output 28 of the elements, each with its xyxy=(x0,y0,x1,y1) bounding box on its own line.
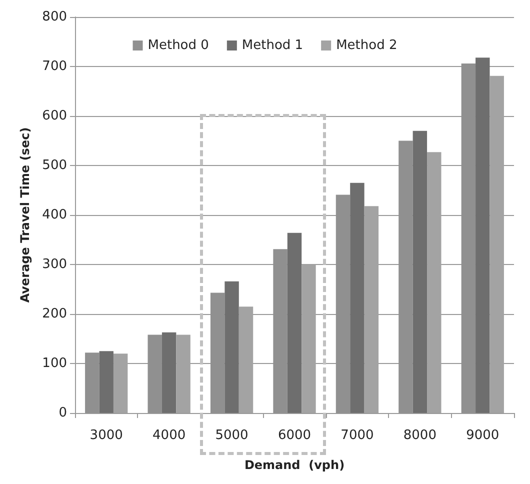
y-tick-label: 700 xyxy=(42,59,67,74)
y-tick-label: 400 xyxy=(42,208,67,222)
y-tick-label: 300 xyxy=(42,257,67,272)
x-tick-label: 6000 xyxy=(278,428,312,443)
y-tick-label: 800 xyxy=(42,10,67,24)
bar xyxy=(162,332,176,413)
bar xyxy=(476,58,490,413)
x-tick-label: 3000 xyxy=(90,428,123,443)
bar xyxy=(287,232,302,413)
x-tick-label: 7000 xyxy=(340,428,374,443)
y-tick-label: 100 xyxy=(42,356,67,371)
legend-label: Method 0 xyxy=(148,38,209,53)
y-axis-title: Average Travel Time (sec) xyxy=(18,127,32,303)
x-axis-title: Demand (vph) xyxy=(244,458,345,472)
y-tick-label: 0 xyxy=(58,406,67,420)
bar xyxy=(99,351,114,413)
bar xyxy=(350,182,364,413)
bar xyxy=(412,130,428,413)
bar xyxy=(224,281,239,413)
y-tick-label: 500 xyxy=(42,158,67,173)
legend-label: Method 1 xyxy=(242,38,304,53)
y-tick-label: 600 xyxy=(42,108,67,124)
x-tick-label: 8000 xyxy=(403,428,436,443)
x-tick-label: 4000 xyxy=(152,428,186,443)
y-tick-label: 200 xyxy=(42,306,67,322)
x-tick-label: 9000 xyxy=(466,428,500,443)
x-tick-label: 5000 xyxy=(215,428,248,443)
legend-label: Method 2 xyxy=(336,38,398,53)
